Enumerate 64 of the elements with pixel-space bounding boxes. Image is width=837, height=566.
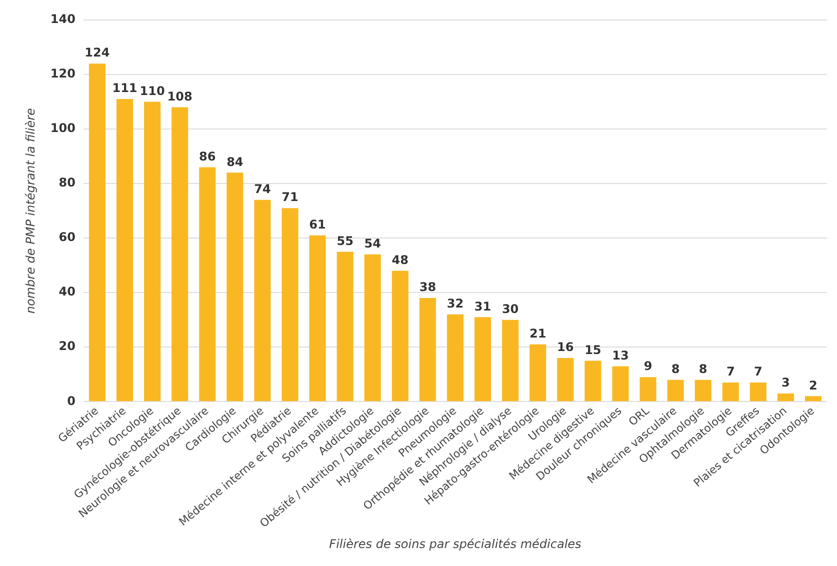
bar	[309, 235, 326, 402]
data-label: 124	[84, 46, 110, 60]
bar	[254, 200, 271, 402]
bar	[364, 254, 381, 402]
bar	[226, 172, 244, 402]
bar	[116, 99, 134, 402]
bar	[144, 102, 161, 402]
data-label: 61	[309, 217, 326, 232]
data-label: 32	[446, 296, 464, 311]
bar	[667, 380, 684, 402]
y-tick-label: 60	[58, 230, 76, 244]
data-label: 8	[671, 362, 680, 376]
y-tick-label: 140	[50, 12, 76, 26]
bar	[172, 107, 188, 402]
data-label: 3	[782, 376, 790, 390]
data-label: 7	[754, 364, 762, 379]
bar	[722, 382, 739, 402]
y-tick-label: 20	[58, 339, 76, 354]
bar	[502, 320, 519, 402]
bar	[419, 298, 436, 402]
data-label: 108	[167, 89, 192, 104]
data-label: 7	[726, 364, 735, 379]
bar	[584, 360, 602, 402]
y-tick-label: 0	[67, 394, 76, 408]
data-label: 15	[584, 342, 602, 357]
y-tick-label: 120	[50, 66, 76, 81]
data-label: 9	[644, 359, 652, 374]
data-label: 16	[557, 340, 574, 354]
bar	[804, 396, 822, 402]
data-label: 86	[199, 149, 216, 164]
data-label: 21	[529, 326, 546, 341]
bar	[336, 252, 354, 402]
data-label: 31	[474, 299, 492, 314]
data-label: 13	[612, 348, 629, 362]
data-label: 38	[419, 280, 436, 294]
data-label: 2	[809, 378, 818, 392]
bar	[694, 380, 712, 402]
bar	[557, 358, 574, 402]
bar	[777, 393, 794, 402]
bar	[474, 317, 492, 402]
data-label: 55	[336, 234, 354, 248]
y-tick-label: 100	[50, 121, 76, 136]
data-label: 48	[392, 252, 408, 267]
bar	[750, 382, 766, 402]
data-label: 71	[282, 190, 298, 204]
data-label: 111	[112, 81, 138, 96]
data-label: 110	[140, 84, 165, 98]
bar	[199, 167, 216, 402]
bar	[282, 208, 298, 402]
bar	[530, 344, 546, 402]
bar	[640, 377, 656, 402]
bar	[446, 314, 464, 402]
bar	[612, 366, 629, 402]
bar	[88, 64, 106, 402]
y-tick-label: 80	[58, 176, 76, 190]
data-label: 30	[502, 302, 519, 316]
y-tick-label: 40	[58, 284, 76, 299]
bar	[392, 270, 408, 402]
data-label: 84	[226, 154, 244, 169]
data-label: 54	[364, 236, 381, 251]
x-axis-title: Filières de soins par spécialités médicales	[329, 536, 582, 551]
data-label: 74	[254, 182, 271, 196]
y-axis-title: nombre de PMP intégrant la filière	[23, 108, 38, 314]
data-label: 8	[698, 362, 708, 376]
